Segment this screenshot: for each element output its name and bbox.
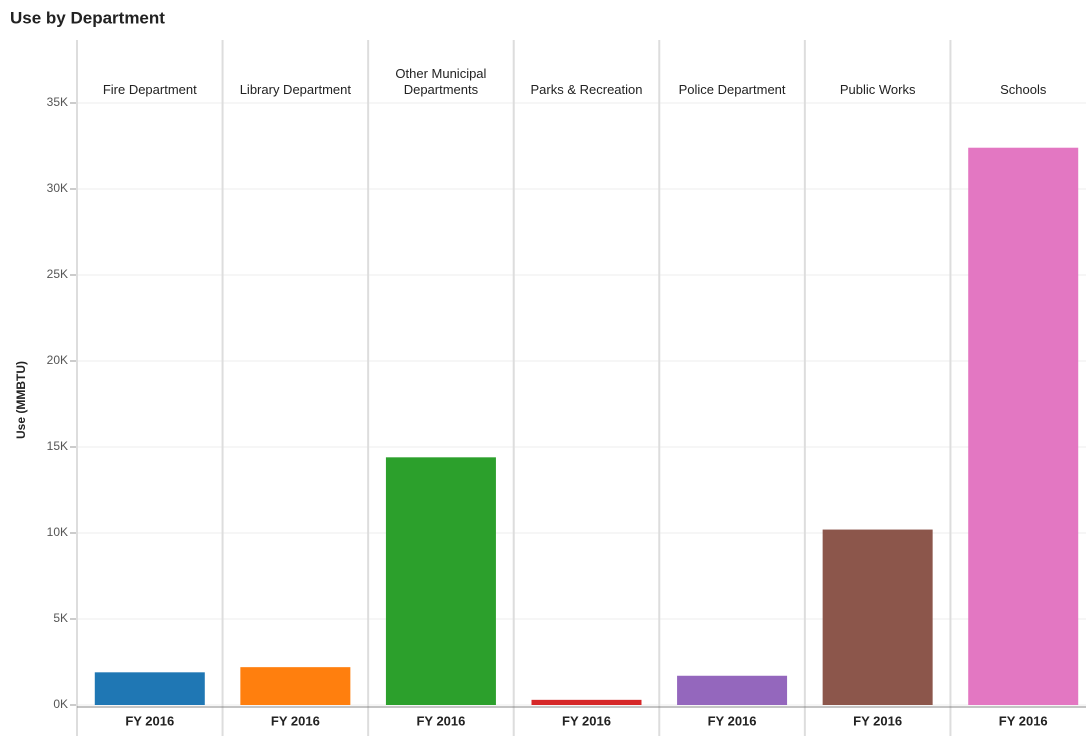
y-tick-label: 30K (47, 181, 68, 195)
column-header: Fire Department (102, 82, 197, 97)
column-header: Parks & Recreation (530, 82, 643, 97)
column-header: Schools (1000, 82, 1047, 97)
x-tick-label: FY 2016 (999, 713, 1048, 728)
x-tick-label: FY 2016 (125, 713, 174, 728)
bar (385, 457, 496, 705)
bar (531, 699, 642, 705)
bar (677, 675, 788, 705)
y-tick-label: 25K (47, 267, 68, 281)
bar (822, 529, 933, 705)
x-tick-label: FY 2016 (853, 713, 902, 728)
bar (94, 672, 205, 705)
column-header: Public Works (839, 82, 916, 97)
x-tick-label: FY 2016 (708, 713, 757, 728)
y-tick-label: 20K (47, 353, 68, 367)
column-header: Other Municipal Departments (395, 66, 487, 97)
x-tick-label: FY 2016 (271, 713, 320, 728)
bar (968, 147, 1079, 706)
column-header: Library Department (239, 82, 351, 97)
chart-title: Use by Department (10, 8, 165, 27)
y-axis-label: Use (MMBTU) (14, 361, 28, 439)
x-tick-label: FY 2016 (416, 713, 465, 728)
y-tick-label: 10K (47, 525, 68, 539)
y-tick-label: 0K (53, 697, 68, 711)
y-tick-label: 35K (47, 95, 68, 109)
x-tick-label: FY 2016 (562, 713, 611, 728)
column-header: Police Department (678, 82, 786, 97)
y-tick-label: 5K (53, 611, 68, 625)
bar (240, 667, 351, 705)
y-tick-label: 15K (47, 439, 68, 453)
